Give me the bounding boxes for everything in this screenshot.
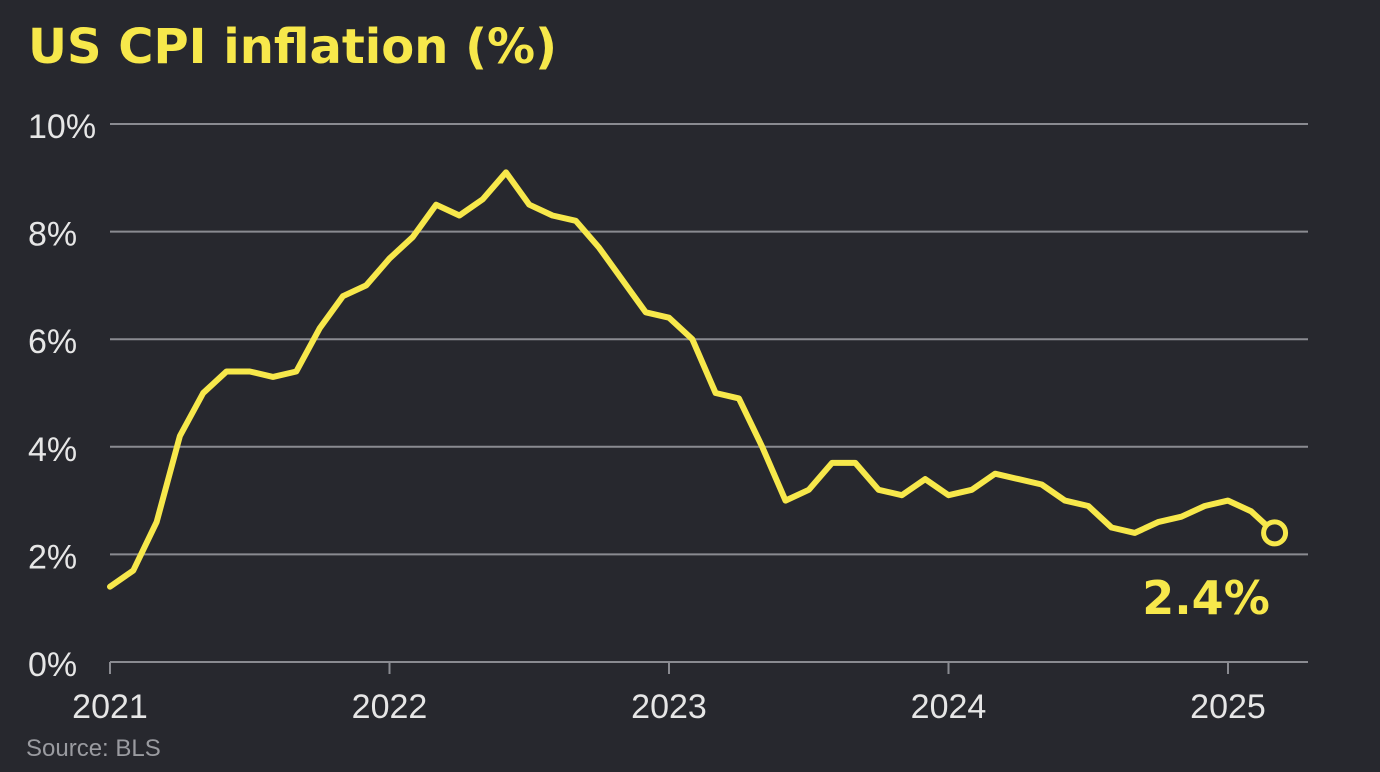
x-axis [109,661,1308,674]
gridlines [110,123,1308,556]
x-tick-label: 2022 [352,688,428,726]
x-tick-label: 2021 [72,688,148,726]
y-tick-label: 2% [28,538,77,576]
chart-title: US CPI inflation (%) [28,19,557,75]
x-tick-label: 2023 [631,688,707,726]
y-tick-label: 10% [28,108,96,146]
x-axis-tick-labels: 2021 2022 2023 2024 2025 [72,688,1266,726]
y-tick-label: 6% [28,323,77,361]
x-tick-label: 2025 [1190,688,1266,726]
y-axis-tick-labels: 0% 2% 4% 6% 8% 10% [28,108,96,684]
y-tick-label: 8% [28,216,77,254]
end-value-label: 2.4% [1142,571,1270,625]
x-tick-label: 2024 [911,688,987,726]
cpi-series-line [107,169,1278,590]
end-point-marker [1261,519,1289,547]
y-tick-label: 4% [28,431,77,469]
y-tick-label: 0% [28,646,77,684]
source-note: Source: BLS [26,735,161,762]
series-layer [107,169,1289,590]
